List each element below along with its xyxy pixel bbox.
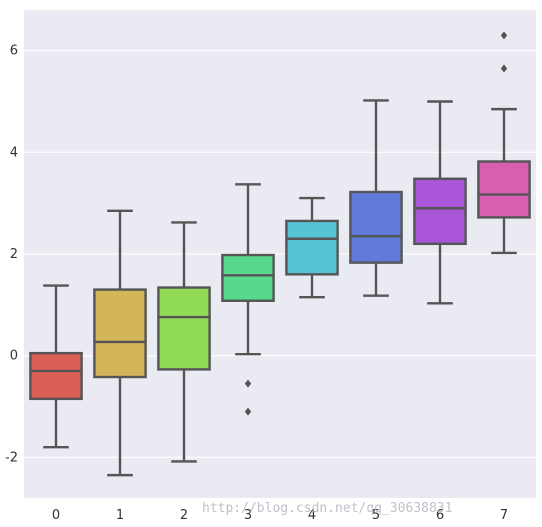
x-tick-label: 3 bbox=[244, 508, 252, 523]
box-series bbox=[29, 31, 531, 477]
x-tick-label: 6 bbox=[436, 508, 444, 523]
x-tick-label: 5 bbox=[372, 508, 380, 523]
box-group bbox=[93, 209, 147, 477]
x-tick-label: 7 bbox=[500, 508, 508, 523]
box-group bbox=[413, 100, 467, 305]
y-tick-label: -2 bbox=[5, 450, 18, 465]
outlier-point bbox=[500, 64, 508, 73]
box bbox=[221, 253, 275, 302]
outlier-point bbox=[244, 379, 252, 388]
x-tick-label: 1 bbox=[116, 508, 124, 523]
box bbox=[349, 190, 403, 264]
box bbox=[285, 219, 339, 276]
box-group bbox=[221, 183, 275, 416]
x-tick-label: 2 bbox=[180, 508, 188, 523]
y-tick-label: 0 bbox=[10, 349, 18, 364]
x-tick-labels: 0 1 2 3 4 5 6 7 bbox=[52, 508, 508, 523]
box-group bbox=[29, 284, 83, 449]
box bbox=[29, 351, 83, 401]
box bbox=[93, 288, 147, 379]
box bbox=[477, 160, 531, 219]
outlier-point bbox=[244, 407, 252, 416]
y-tick-label: 6 bbox=[10, 44, 18, 59]
box bbox=[413, 177, 467, 246]
box bbox=[157, 286, 211, 371]
y-tick-labels: -2 0 2 4 6 bbox=[5, 44, 18, 466]
watermark-text: http://blog.csdn.net/qq_30638831 bbox=[202, 501, 452, 516]
box-group bbox=[349, 99, 403, 297]
x-tick-label: 0 bbox=[52, 508, 60, 523]
y-tick-label: 2 bbox=[10, 247, 18, 262]
box-group bbox=[285, 196, 339, 299]
box-group bbox=[477, 31, 531, 255]
box-group bbox=[157, 221, 211, 463]
x-tick-label: 4 bbox=[308, 508, 316, 523]
outlier-point bbox=[500, 31, 508, 40]
y-tick-label: 4 bbox=[10, 145, 18, 160]
